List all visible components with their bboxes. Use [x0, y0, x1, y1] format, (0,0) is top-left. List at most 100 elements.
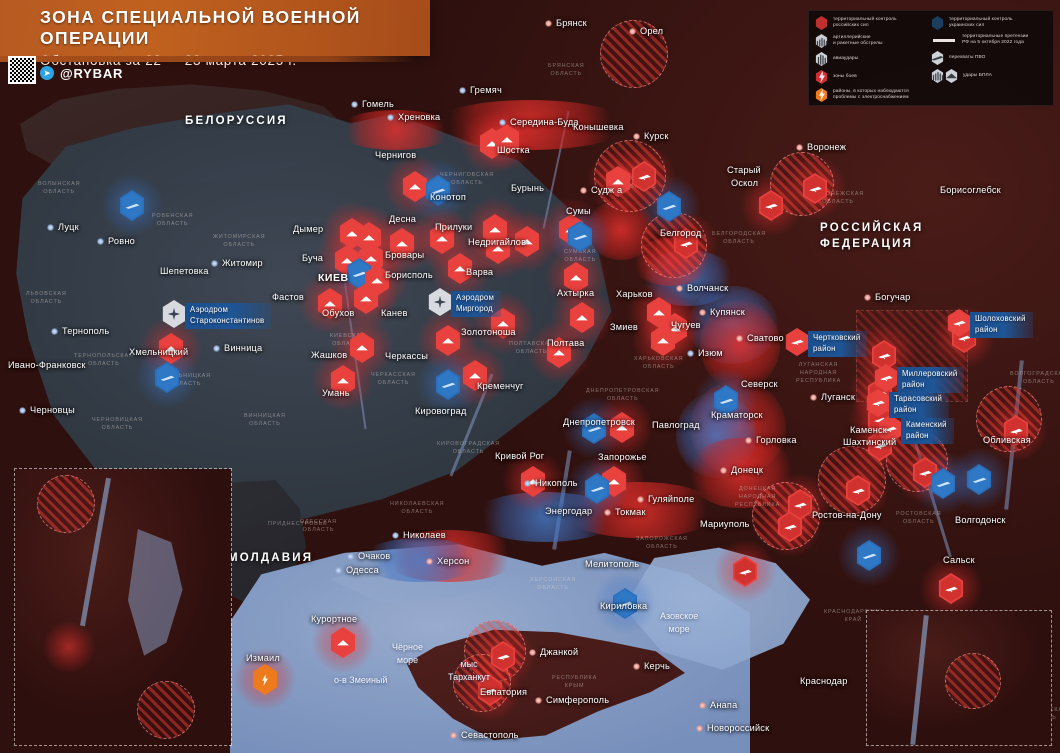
- city-label[interactable]: Фастов: [272, 292, 304, 302]
- city-label[interactable]: Орел: [628, 26, 664, 36]
- map-marker-airstrike[interactable]: [352, 283, 380, 314]
- city-label[interactable]: Ивано-Франковск: [8, 360, 86, 370]
- city-label[interactable]: Чугуев: [671, 320, 701, 330]
- map-marker-airstrike[interactable]: [329, 627, 357, 658]
- uav-strike-icon[interactable]: [784, 328, 810, 356]
- city-label[interactable]: Десна: [389, 214, 417, 224]
- map-callout[interactable]: Каменский район: [901, 418, 954, 445]
- map-marker-pvo[interactable]: [153, 362, 181, 393]
- city-label[interactable]: Хреновка: [386, 112, 441, 122]
- city-label[interactable]: Краматорск: [711, 410, 763, 420]
- map-marker-power[interactable]: [251, 664, 279, 695]
- city-label[interactable]: Каменск-: [850, 425, 891, 435]
- map-callout[interactable]: Тарасовский район: [889, 392, 950, 419]
- city-label[interactable]: Варва: [466, 267, 494, 277]
- city-label[interactable]: Кировоград: [415, 406, 467, 416]
- map-marker-airstrike[interactable]: [568, 302, 596, 333]
- city-label[interactable]: Старый: [727, 165, 761, 175]
- city-label[interactable]: Евпатория: [480, 687, 528, 697]
- city-label[interactable]: Северск: [741, 379, 778, 389]
- city-label[interactable]: Анапа: [698, 700, 738, 710]
- city-label[interactable]: Мелитополь: [585, 559, 640, 569]
- city-label[interactable]: Кириловка: [600, 601, 648, 611]
- city-label[interactable]: Конышевка: [573, 122, 624, 132]
- city-label[interactable]: Курортное: [311, 614, 358, 624]
- city-label[interactable]: Брянск: [545, 18, 587, 28]
- city-label[interactable]: Харьков: [616, 289, 653, 299]
- city-label[interactable]: Шепетовка: [160, 266, 209, 276]
- city-label[interactable]: Токмак: [604, 507, 646, 517]
- map-callout[interactable]: Аэродром Староконстантинов: [185, 303, 272, 330]
- map-marker-airstrike[interactable]: [434, 325, 462, 356]
- city-label[interactable]: Хмельницкий: [129, 347, 189, 357]
- city-label[interactable]: Керчь: [633, 661, 670, 671]
- city-label[interactable]: Винница: [212, 343, 263, 353]
- city-label[interactable]: Умань: [322, 388, 350, 398]
- city-label[interactable]: Никополь: [524, 478, 578, 488]
- city-label[interactable]: Волчанск: [675, 283, 729, 293]
- city-label[interactable]: Чернигов: [375, 150, 417, 160]
- map-marker-pvo[interactable]: [566, 221, 594, 252]
- city-label[interactable]: Одесса: [335, 565, 379, 575]
- city-label[interactable]: Павлоград: [652, 420, 700, 430]
- uav-strike-icon[interactable]: [873, 364, 899, 392]
- city-label[interactable]: Обливская: [983, 435, 1031, 445]
- city-label[interactable]: Шахтинский: [843, 437, 897, 447]
- airport-icon[interactable]: [161, 300, 187, 328]
- city-label[interactable]: Бурынь: [511, 183, 545, 193]
- city-label[interactable]: Тернополь: [50, 326, 110, 336]
- map-marker-pvo[interactable]: [655, 191, 683, 222]
- city-label[interactable]: Полтава: [547, 338, 585, 348]
- city-label[interactable]: Обухов: [322, 308, 355, 318]
- city-label[interactable]: Донецк: [719, 465, 764, 475]
- map-marker-pvo[interactable]: [965, 464, 993, 495]
- map-marker-uav[interactable]: [786, 489, 814, 520]
- city-label[interactable]: Кривой Рог: [495, 451, 545, 461]
- city-label[interactable]: Жашков: [311, 350, 348, 360]
- city-label[interactable]: Середина-Буда: [499, 117, 579, 127]
- city-label[interactable]: Дымер: [293, 224, 324, 234]
- city-label[interactable]: Измаил: [246, 653, 280, 663]
- city-label[interactable]: Луцк: [47, 222, 79, 232]
- map-marker-uav[interactable]: [844, 475, 872, 506]
- city-label[interactable]: Ростов-на-Дону: [812, 510, 882, 520]
- map-marker-uav[interactable]: [731, 556, 759, 587]
- city-label[interactable]: Сумы: [566, 206, 591, 216]
- map-marker-uav[interactable]: [757, 190, 785, 221]
- city-label[interactable]: Шостка: [497, 145, 530, 155]
- city-label[interactable]: Днепропетровск: [563, 417, 635, 427]
- map-marker-pvo[interactable]: [929, 468, 957, 499]
- map-marker-pvo[interactable]: [855, 540, 883, 571]
- city-label[interactable]: Ровно: [97, 236, 135, 246]
- city-label[interactable]: Мариуполь: [700, 519, 750, 529]
- city-label[interactable]: Изюм: [687, 348, 723, 358]
- city-label[interactable]: Оскол: [731, 178, 759, 188]
- city-label[interactable]: Севастополь: [450, 730, 519, 740]
- city-label[interactable]: Борисоглебск: [940, 185, 1001, 195]
- uav-strike-icon[interactable]: [865, 389, 891, 417]
- map-callout[interactable]: Шолоховский район: [970, 312, 1033, 339]
- map-marker-pvo[interactable]: [434, 369, 462, 400]
- city-label[interactable]: Золотоноша: [461, 327, 516, 337]
- city-label[interactable]: Сватово: [736, 333, 784, 343]
- map-callout[interactable]: Чертковский район: [808, 331, 868, 358]
- city-label[interactable]: Канев: [381, 308, 408, 318]
- city-label[interactable]: Херсон: [425, 556, 470, 566]
- city-label[interactable]: Борисполь: [385, 270, 433, 280]
- city-label[interactable]: Волгодонск: [955, 515, 1006, 525]
- city-label[interactable]: Житомир: [211, 258, 263, 268]
- map-callout[interactable]: Миллеровский район: [897, 367, 965, 394]
- city-label[interactable]: Белгород: [660, 228, 702, 238]
- city-label[interactable]: Луганск: [809, 392, 856, 402]
- city-label[interactable]: Гомель: [351, 99, 394, 109]
- city-label[interactable]: Горловка: [745, 435, 797, 445]
- map-marker-uav[interactable]: [630, 161, 658, 192]
- city-label[interactable]: Гуляйполе: [636, 494, 695, 504]
- city-label[interactable]: Запорожье: [598, 452, 647, 462]
- city-label[interactable]: Купянск: [699, 307, 745, 317]
- city-label[interactable]: Судж а: [579, 185, 623, 195]
- city-label[interactable]: Энергодар: [545, 506, 593, 516]
- city-label[interactable]: Краснодар: [800, 676, 848, 686]
- map-marker-uav[interactable]: [937, 573, 965, 604]
- city-label[interactable]: Симферополь: [534, 695, 610, 705]
